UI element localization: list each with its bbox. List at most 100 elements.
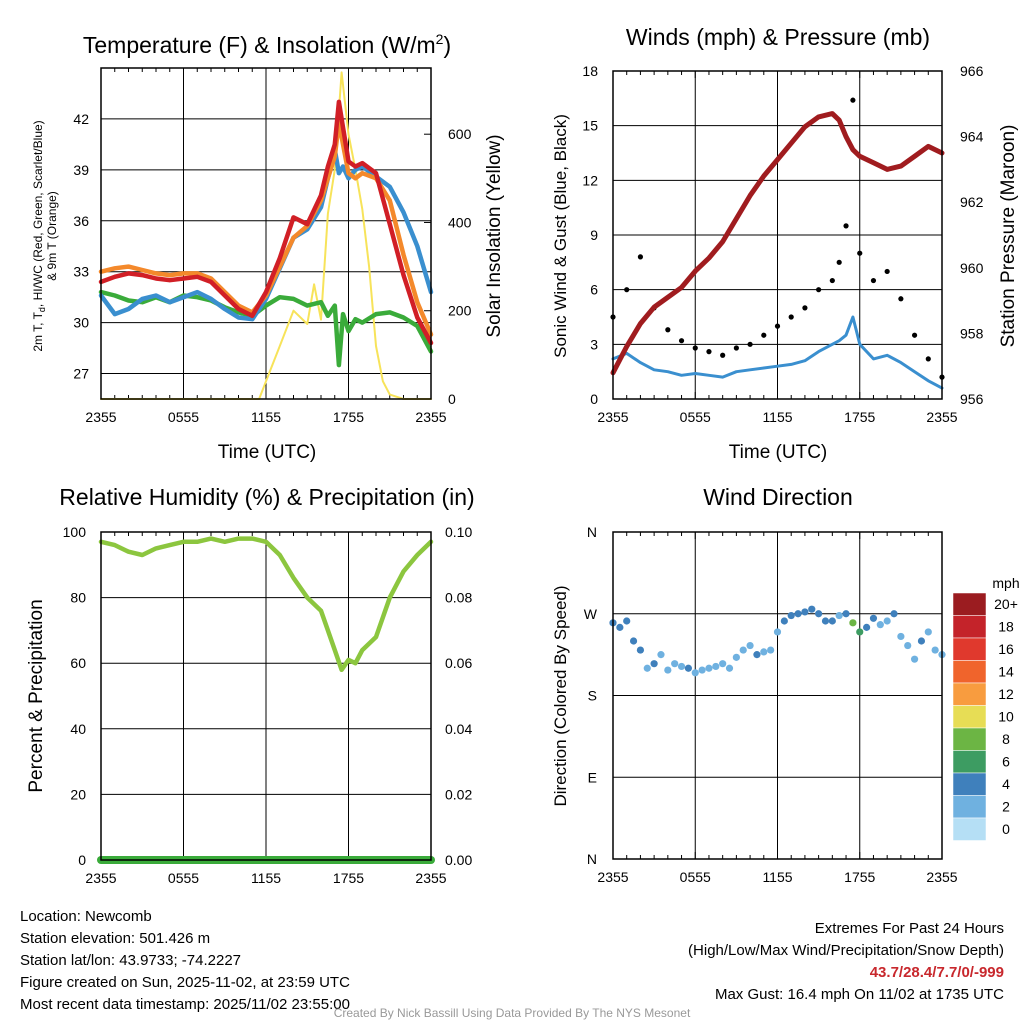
humidity-title: Relative Humidity (%) & Precipitation (i… [59,484,474,510]
station-info: Location: Newcomb Station elevation: 501… [20,906,350,1016]
gust-point [665,327,671,333]
gust-point [870,277,877,284]
pressure-ytick-label: 962 [960,194,984,210]
wind-direction-point [869,614,878,622]
winds-ytick-label: 6 [590,282,598,298]
wind-direction-point [773,628,782,636]
temperature-ylabel-rest: , HI/WC (Red, Green, Scarlet/Blue) [31,120,45,307]
wind-direction-point [787,611,795,620]
humidity-xtick-label: 2355 [85,870,116,886]
wind-direction-xtick-label: 2355 [597,869,628,885]
station-elevation: Station elevation: 501.426 m [20,930,211,947]
winds-ylabel-left: Sonic Wind & Gust (Blue, Black) [551,114,570,358]
wind-direction-xtick-label: 1755 [844,869,875,885]
humidity-ylabel-left: Percent & Precipitation [26,599,47,792]
wind-direction-ytick-label: W [584,606,598,622]
speed-legend-label: 2 [1002,799,1010,815]
winds-ytick-label: 15 [582,118,598,134]
humidity-xtick-label: 2355 [415,870,446,886]
gust-point [678,338,685,344]
speed-legend-label: 4 [1002,776,1010,792]
extremes-title: Extremes For Past 24 Hours [814,920,1004,937]
speed-legend-label: 20+ [994,596,1018,612]
precip-ytick-label: 0.06 [445,655,472,671]
speed-legend-swatch [952,592,987,616]
gust-point [706,349,712,355]
humidity-xtick-label: 1155 [251,870,281,886]
wind-direction-point [883,617,891,625]
temperature-ylabel-left-2: & 9m T (Orange) [45,191,59,281]
speed-legend-label: 0 [1002,821,1010,837]
temperature-xtick-label: 2355 [415,409,446,425]
wind-direction-ytick-label: S [588,688,597,704]
speed-legend: mph 20+ 18 16 14 12 10 8 6 4 2 0 [952,575,1020,841]
speed-legend-label: 16 [998,641,1014,657]
temperature-ylabel-right: Solar Insolation (Yellow) [484,134,505,337]
wind-direction-point [739,646,747,654]
winds-ytick-label: 18 [582,63,598,79]
pressure-ytick-label: 958 [960,325,984,341]
wind-direction-panel: Wind Direction Direction (Colored By Spe… [551,484,958,885]
temperature-series-1 [98,120,434,337]
winds-xtick-label: 2355 [597,409,628,425]
temperature-ytick-label: 30 [73,315,89,331]
temperature-panel: Temperature (F) & Insolation (W/m2) Time… [31,31,505,463]
temperature-xtick-label: 1155 [251,409,281,425]
pressure-line [610,111,945,376]
wind-direction-xtick-label: 2355 [926,869,957,885]
gust-point [761,332,767,338]
speed-legend-swatch [952,682,987,706]
speed-legend-label: 6 [1002,754,1010,770]
extremes-fields: (High/Low/Max Wind/Precipitation/Snow De… [688,942,1004,959]
temperature-xtick-label: 2355 [85,409,116,425]
winds-xtick-label: 0555 [680,409,711,425]
wind-direction-point [917,637,926,645]
speed-legend-label: 18 [998,619,1014,635]
precip-ytick-label: 0.00 [445,852,472,868]
gust-point [637,254,644,260]
humidity-ytick-label: 20 [70,786,86,802]
wind-direction-point [767,646,775,654]
wind-direction-point [643,664,651,672]
pressure-ytick-label: 956 [960,391,984,407]
gust-point [774,323,781,329]
insolation-line [100,71,432,400]
wind-direction-point [815,610,823,618]
wind-direction-title: Wind Direction [703,484,853,510]
winds-ytick-label: 0 [590,391,598,407]
gust-point [911,332,918,338]
wind-direction-point [849,619,857,627]
wind-direction-point [931,646,939,654]
most-recent-timestamp: Most recent data timestamp: 2025/11/02 2… [20,996,350,1013]
wind-direction-point [890,610,898,618]
humidity-ytick-label: 40 [70,721,86,737]
temperature-title: Temperature (F) & Insolation (W/m2) [83,31,451,58]
speed-legend-swatch [952,750,987,774]
speed-legend-swatch [952,637,987,661]
extremes-values: 43.7/28.4/7.7/0/-999 [869,964,1004,981]
winds-ytick-label: 12 [582,172,598,188]
station-location: Location: Newcomb [20,908,152,925]
speed-legend-label: 14 [998,664,1014,680]
wind-direction-xtick-label: 1155 [762,869,792,885]
speed-legend-label: 12 [998,686,1014,702]
wind-direction-point [856,628,864,636]
wind-direction-point [664,666,672,674]
winds-ytick-label: 3 [590,336,598,352]
max-gust: Max Gust: 16.4 mph On 11/02 at 1735 UTC [714,986,1004,1003]
precip-ytick-label: 0.10 [445,524,472,540]
gust-point [829,277,835,284]
temperature-xtick-label: 1755 [333,409,364,425]
temperature-series-0 [98,99,434,346]
gust-point [624,287,630,293]
precip-ytick-label: 0.02 [445,786,472,802]
wind-direction-point [904,641,912,650]
wind-direction-ytick-label: E [588,769,597,785]
speed-legend-label: 10 [998,709,1014,725]
temperature-xlabel: Time (UTC) [218,442,317,463]
gust-point [857,250,863,256]
wind-direction-point [897,632,905,641]
gust-point [788,314,794,320]
wind-direction-point [636,646,645,654]
winds-xtick-label: 1155 [762,409,792,425]
